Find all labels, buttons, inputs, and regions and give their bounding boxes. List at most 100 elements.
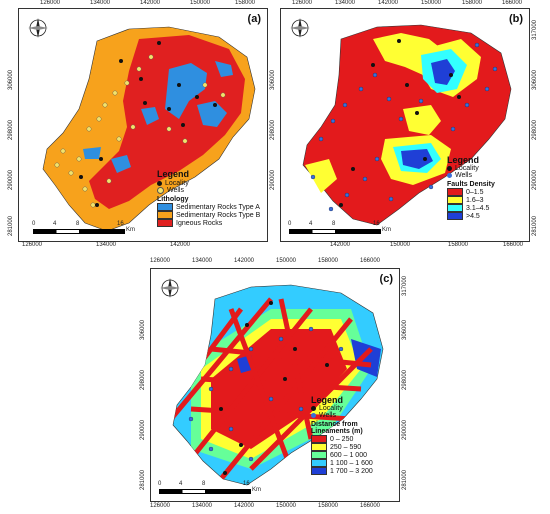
well-icon bbox=[311, 413, 316, 418]
legend-wells-label: Wells bbox=[167, 187, 184, 194]
x-tick: 134000 bbox=[192, 503, 213, 509]
y-tick: 290000 bbox=[8, 169, 14, 190]
lineament-distance-map bbox=[172, 284, 384, 486]
legend: Legend Locality Wells Distance from Line… bbox=[311, 395, 397, 475]
panel-label: (c) bbox=[379, 273, 393, 285]
x-tick: 142000 bbox=[234, 503, 255, 509]
legend-class: 600 – 1 000 bbox=[311, 451, 397, 459]
density-1-6-3-zone bbox=[403, 105, 441, 135]
legend-label: Locality bbox=[319, 405, 343, 412]
scale-label: 16 bbox=[243, 481, 250, 487]
y-tick-right: 317000 bbox=[532, 19, 538, 40]
scale-label: 0 bbox=[288, 221, 292, 227]
legend-item-wells: Wells bbox=[447, 172, 527, 179]
legend-title: Legend bbox=[311, 395, 344, 405]
legend-item-wells: Wells bbox=[311, 412, 397, 419]
x-tick: 150000 bbox=[390, 242, 411, 248]
scale-label: Km bbox=[252, 487, 261, 493]
y-tick-right: 290000 bbox=[532, 169, 538, 190]
density-1-6-3-zone bbox=[305, 159, 337, 193]
map-panel-faults-density: (b) Legend Locality Wells Faults Density… bbox=[280, 8, 530, 242]
legend-label: 600 – 1 000 bbox=[330, 451, 367, 459]
legend-label: 3.1–4.5 bbox=[466, 204, 490, 212]
map-panel-lineament-distance: (c) Legend Locality Wells Distance from … bbox=[150, 268, 400, 502]
scale-label: 16 bbox=[373, 221, 380, 227]
wells-layer bbox=[54, 54, 226, 208]
x-tick-top: 158000 bbox=[318, 258, 339, 264]
legend-class: 1 100 – 1 600 bbox=[311, 459, 397, 467]
legend-item-locality: Locality bbox=[311, 405, 397, 412]
y-tick-right: 306000 bbox=[532, 69, 538, 90]
y-tick: 281000 bbox=[8, 215, 14, 236]
x-tick-top: 166000 bbox=[502, 0, 523, 6]
y-tick: 306000 bbox=[140, 319, 146, 340]
wells-layer bbox=[188, 326, 344, 462]
legend-item-locality: Locality bbox=[447, 165, 527, 172]
y-tick: 290000 bbox=[140, 419, 146, 440]
x-tick-top: 134000 bbox=[335, 0, 356, 6]
y-tick: 306000 bbox=[8, 69, 14, 90]
x-tick-top: 126000 bbox=[40, 0, 61, 6]
legend-class: 0 – 250 bbox=[311, 435, 397, 443]
locality-icon bbox=[447, 166, 452, 171]
legend-class: 250 – 590 bbox=[311, 443, 397, 451]
legend: Legend Locality Wells Lithology Sediment… bbox=[157, 169, 265, 227]
x-tick: 126000 bbox=[22, 242, 43, 248]
faults-density-map bbox=[302, 24, 512, 226]
sed-a-patch-3 bbox=[141, 107, 159, 125]
legend-class: 1.6–3 bbox=[447, 196, 527, 204]
legend-label: Igneous Rocks bbox=[176, 219, 223, 227]
swatch bbox=[447, 204, 463, 212]
legend: Legend Locality Wells Faults Density 0–1… bbox=[447, 155, 527, 220]
legend-class: 1 700 – 3 200 bbox=[311, 467, 397, 475]
well-icon bbox=[157, 187, 164, 194]
y-tick-right: 290000 bbox=[402, 419, 408, 440]
localities-layer bbox=[339, 39, 461, 207]
legend-label: Locality bbox=[455, 165, 479, 172]
x-tick-top: 142000 bbox=[378, 0, 399, 6]
legend-item-sed-b: Sedimentary Rocks Type B bbox=[157, 211, 265, 219]
swatch bbox=[311, 435, 327, 443]
scale-label: Km bbox=[382, 227, 391, 233]
x-tick: 166000 bbox=[503, 242, 524, 248]
legend-label: Wells bbox=[319, 412, 336, 419]
legend-label: Sedimentary Rocks Type B bbox=[176, 211, 261, 219]
legend-label: 1 700 – 3 200 bbox=[330, 467, 373, 475]
compass-icon bbox=[159, 277, 181, 299]
y-tick: 281000 bbox=[140, 469, 146, 490]
legend-label: 1 100 – 1 600 bbox=[330, 459, 373, 467]
well-icon bbox=[447, 173, 452, 178]
y-tick-right: 298000 bbox=[402, 369, 408, 390]
legend-class: 0–1.5 bbox=[447, 188, 527, 196]
legend-label: 250 – 590 bbox=[330, 443, 362, 451]
swatch bbox=[447, 188, 463, 196]
swatch bbox=[447, 212, 463, 220]
panel-label: (a) bbox=[247, 13, 261, 25]
density-title: Faults Density bbox=[447, 181, 495, 188]
scale-label: 16 bbox=[117, 221, 124, 227]
sed-a-patch-5 bbox=[83, 147, 101, 159]
legend-class: >4.5 bbox=[447, 212, 527, 220]
scale-label: Km bbox=[126, 227, 135, 233]
swatch bbox=[157, 219, 173, 227]
legend-label: 1.6–3 bbox=[466, 196, 484, 204]
density-gt-4-5-zone bbox=[431, 59, 455, 85]
x-tick: 142000 bbox=[170, 242, 191, 248]
swatch bbox=[157, 203, 173, 211]
map-panel-lithology: (a) Legend Locality Wells Lithology Sedi… bbox=[18, 8, 268, 242]
legend-label: 0–1.5 bbox=[466, 188, 484, 196]
x-tick: 150000 bbox=[276, 503, 297, 509]
x-tick-top: 134000 bbox=[90, 0, 111, 6]
y-tick: 298000 bbox=[140, 369, 146, 390]
y-tick: 298000 bbox=[8, 119, 14, 140]
compass-icon bbox=[289, 17, 311, 39]
y-tick: 306000 bbox=[270, 69, 276, 90]
scale-label: 8 bbox=[202, 481, 206, 487]
wells-layer bbox=[310, 42, 498, 212]
swatch bbox=[311, 467, 327, 475]
x-tick-top: 166000 bbox=[360, 258, 381, 264]
localities-layer bbox=[219, 301, 329, 475]
sed-a-patch-6 bbox=[215, 61, 233, 77]
locality-icon bbox=[157, 181, 162, 186]
density-gt-4-5-zone bbox=[401, 149, 433, 169]
